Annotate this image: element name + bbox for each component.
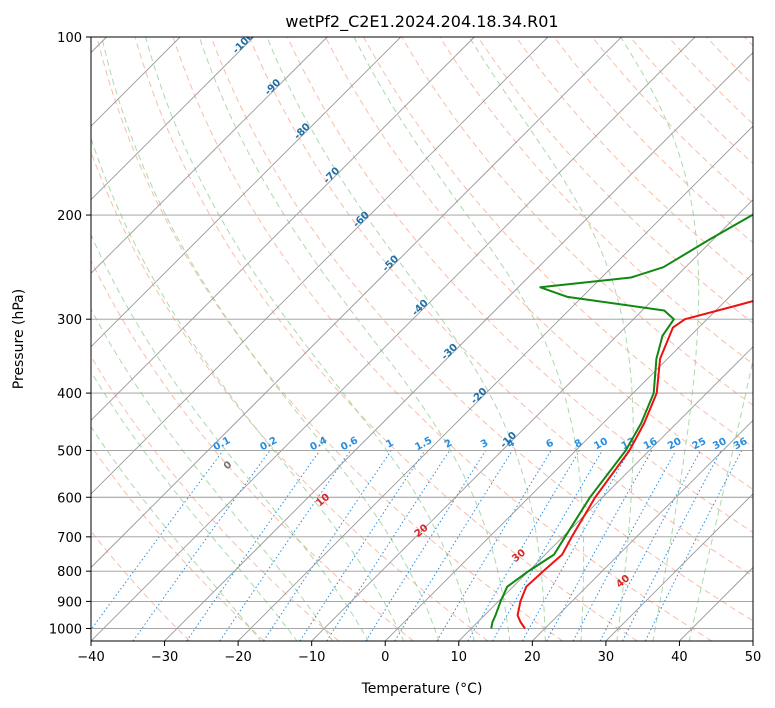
isotherm bbox=[532, 419, 753, 641]
y-tick-label: 100 bbox=[57, 31, 82, 46]
isotherm bbox=[164, 51, 753, 641]
isotherm bbox=[91, 37, 328, 274]
x-tick-label: 40 bbox=[671, 650, 688, 665]
y-tick-label: 400 bbox=[57, 387, 82, 402]
chart-title: wetPf2_C2E1.2024.204.18.34.R01 bbox=[285, 12, 558, 32]
moist-adiabat bbox=[468, 37, 634, 641]
isotherm bbox=[91, 37, 475, 421]
y-tick-label: 1000 bbox=[49, 622, 82, 637]
profiles bbox=[490, 213, 753, 630]
x-tick-label: −10 bbox=[298, 650, 325, 665]
mixing-ratio-line bbox=[219, 450, 352, 641]
moist-adiabat bbox=[91, 370, 298, 641]
y-axis-label: Pressure (hPa) bbox=[11, 289, 27, 389]
moist-adiabat bbox=[198, 37, 511, 641]
x-tick-label: 50 bbox=[745, 650, 762, 665]
x-tick-label: −40 bbox=[77, 650, 104, 665]
dry-adiabat bbox=[91, 444, 265, 641]
dry-adiabat bbox=[91, 259, 414, 641]
dry-adiabat bbox=[96, 37, 563, 641]
isotherm bbox=[91, 37, 622, 569]
y-tick-label: 500 bbox=[57, 444, 82, 459]
dry-adiabat bbox=[248, 37, 753, 577]
mixing-ratio-label: 4 bbox=[506, 438, 517, 451]
dry-adiabat bbox=[401, 37, 753, 406]
mixing-ratio-label: 6 bbox=[544, 438, 555, 451]
dry-adiabat bbox=[439, 37, 753, 365]
moist-adiabat bbox=[620, 37, 700, 641]
mixing-ratio-label: 1 bbox=[384, 438, 395, 451]
isotherm bbox=[91, 37, 549, 495]
dewpoint-line bbox=[490, 213, 753, 629]
moist-adiabat bbox=[145, 37, 475, 641]
isotherm bbox=[91, 37, 696, 641]
gridlines bbox=[91, 37, 753, 641]
dry-adiabat bbox=[172, 37, 713, 641]
x-tick-label: 20 bbox=[524, 650, 541, 665]
dry-adiabat bbox=[91, 355, 340, 641]
moist-adiabat bbox=[91, 136, 405, 641]
x-tick-label: 0 bbox=[381, 650, 389, 665]
x-axis-ticks: −40 −30 −20 −10 0 10 20 30 40 50 bbox=[77, 641, 761, 665]
y-tick-label: 900 bbox=[57, 595, 82, 610]
dry-adiabat bbox=[363, 37, 753, 448]
moist-adiabat bbox=[688, 357, 753, 641]
isotherm bbox=[384, 272, 753, 641]
x-tick-label: −30 bbox=[151, 650, 178, 665]
dry-adiabat bbox=[91, 150, 489, 641]
isotherm bbox=[605, 493, 753, 641]
background-lines bbox=[91, 37, 753, 641]
temperature-line bbox=[516, 300, 753, 630]
moist-adiabat bbox=[266, 37, 546, 641]
moist-adiabat bbox=[91, 426, 262, 641]
dry-adiabat bbox=[477, 37, 753, 324]
isotherm bbox=[237, 125, 753, 641]
mixing-ratio-label: 3 bbox=[479, 438, 490, 451]
mixing-ratio-label: 8 bbox=[573, 438, 584, 451]
y-tick-label: 300 bbox=[57, 313, 82, 328]
isotherm bbox=[91, 37, 402, 348]
y-tick-label: 600 bbox=[57, 491, 82, 506]
mixing-ratio-line bbox=[326, 450, 451, 641]
dry-adiabat bbox=[286, 37, 753, 534]
isotherm bbox=[458, 346, 753, 641]
mixing-ratio-line bbox=[572, 450, 677, 641]
mixing-ratio-line bbox=[299, 450, 426, 641]
x-tick-label: 10 bbox=[451, 650, 468, 665]
x-tick-label: −20 bbox=[224, 650, 251, 665]
line-labels: 0.1 0.2 0.4 0.6 1 1.5 2 3 4 6 8 10 13 16 20 25 30 36-100-… bbox=[212, 37, 750, 590]
dry-adiabat bbox=[134, 37, 638, 641]
isotherm bbox=[91, 37, 254, 201]
mixing-ratio-line bbox=[644, 450, 743, 641]
y-axis-ticks: 100 200 300 400 500 600 700 800 900 1000 bbox=[49, 31, 91, 637]
y-tick-label: 200 bbox=[57, 209, 82, 224]
mixing-ratio-line bbox=[394, 450, 513, 641]
y-tick-label: 800 bbox=[57, 565, 82, 580]
x-axis-label: Temperature (°C) bbox=[361, 681, 483, 697]
moist-adiabat bbox=[101, 37, 440, 641]
mixing-ratio-line bbox=[186, 450, 321, 641]
dry-adiabat bbox=[324, 37, 753, 490]
plot-frame bbox=[90, 36, 754, 642]
y-tick-label: 700 bbox=[57, 531, 82, 546]
mixing-ratio-line bbox=[263, 450, 392, 641]
moist-adiabat bbox=[91, 308, 334, 641]
mixing-ratio-line bbox=[522, 450, 631, 641]
x-tick-label: 30 bbox=[598, 650, 615, 665]
mixing-ratio-line bbox=[91, 450, 224, 631]
isotherm bbox=[311, 199, 753, 641]
dry-adiabat bbox=[210, 37, 753, 622]
moist-adiabat bbox=[91, 233, 369, 641]
mixing-ratio-line bbox=[546, 450, 653, 641]
mixing-ratio-label: 2 bbox=[443, 438, 454, 451]
